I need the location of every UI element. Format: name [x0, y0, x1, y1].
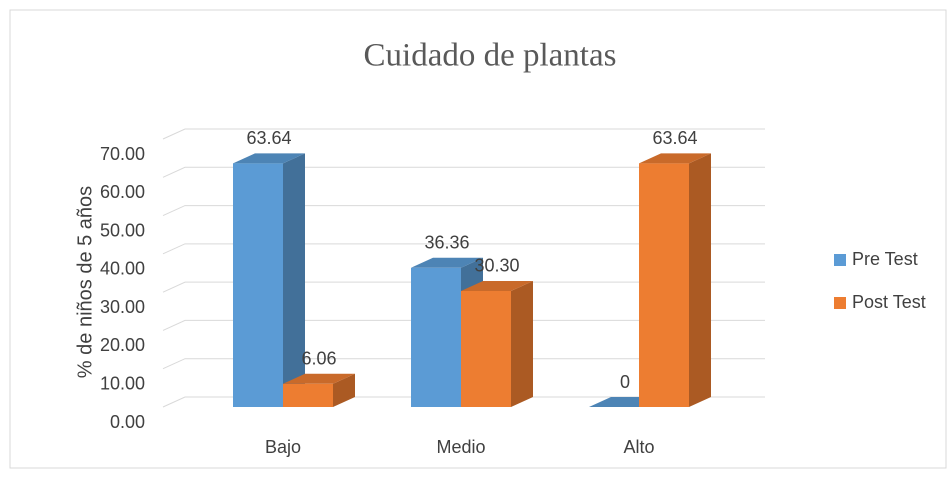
y-tick-label: 0.00	[110, 412, 145, 432]
legend-swatch	[834, 297, 846, 309]
grid-line	[162, 128, 765, 140]
grid-line	[162, 243, 765, 255]
grid-line	[162, 205, 765, 217]
y-tick-label: 30.00	[100, 297, 145, 317]
data-label: 6.06	[301, 349, 336, 369]
bar-top	[233, 153, 305, 164]
bar-side	[511, 280, 533, 407]
data-label: 63.64	[246, 128, 291, 148]
y-tick-label: 40.00	[100, 259, 145, 279]
legend-swatch	[834, 254, 846, 266]
legend-label: Pre Test	[852, 249, 918, 269]
data-label: 0	[620, 372, 630, 392]
y-tick-label: 20.00	[100, 335, 145, 355]
bar-side	[333, 373, 355, 407]
x-tick-label: Bajo	[265, 437, 301, 457]
grid-line	[162, 396, 765, 408]
bar-top	[461, 280, 533, 291]
data-label: 30.30	[474, 256, 519, 276]
grid-line	[162, 281, 765, 293]
bar-top	[639, 153, 711, 164]
data-label: 36.36	[424, 233, 469, 253]
y-tick-label: 60.00	[100, 182, 145, 202]
bar-top	[411, 257, 483, 268]
y-tick-label: 50.00	[100, 220, 145, 240]
data-label: 63.64	[652, 128, 697, 148]
bar-front	[461, 290, 511, 407]
grid-line	[162, 358, 765, 370]
bar-front	[283, 383, 333, 407]
legend-label: Post Test	[852, 292, 926, 312]
y-tick-label: 70.00	[100, 144, 145, 164]
bar-side	[689, 153, 711, 407]
y-tick-label: 10.00	[100, 373, 145, 393]
grid-line	[162, 319, 765, 331]
bar-top	[283, 373, 355, 384]
chart-title: Cuidado de plantas	[364, 38, 617, 74]
x-tick-label: Alto	[623, 437, 654, 457]
bar-side	[283, 153, 305, 407]
bar-front	[411, 267, 461, 407]
bar-front	[639, 163, 689, 407]
bar-front	[233, 163, 283, 407]
y-axis-title: % de niños de 5 años	[74, 186, 96, 378]
grid-line	[162, 166, 765, 178]
x-tick-label: Medio	[436, 437, 485, 457]
